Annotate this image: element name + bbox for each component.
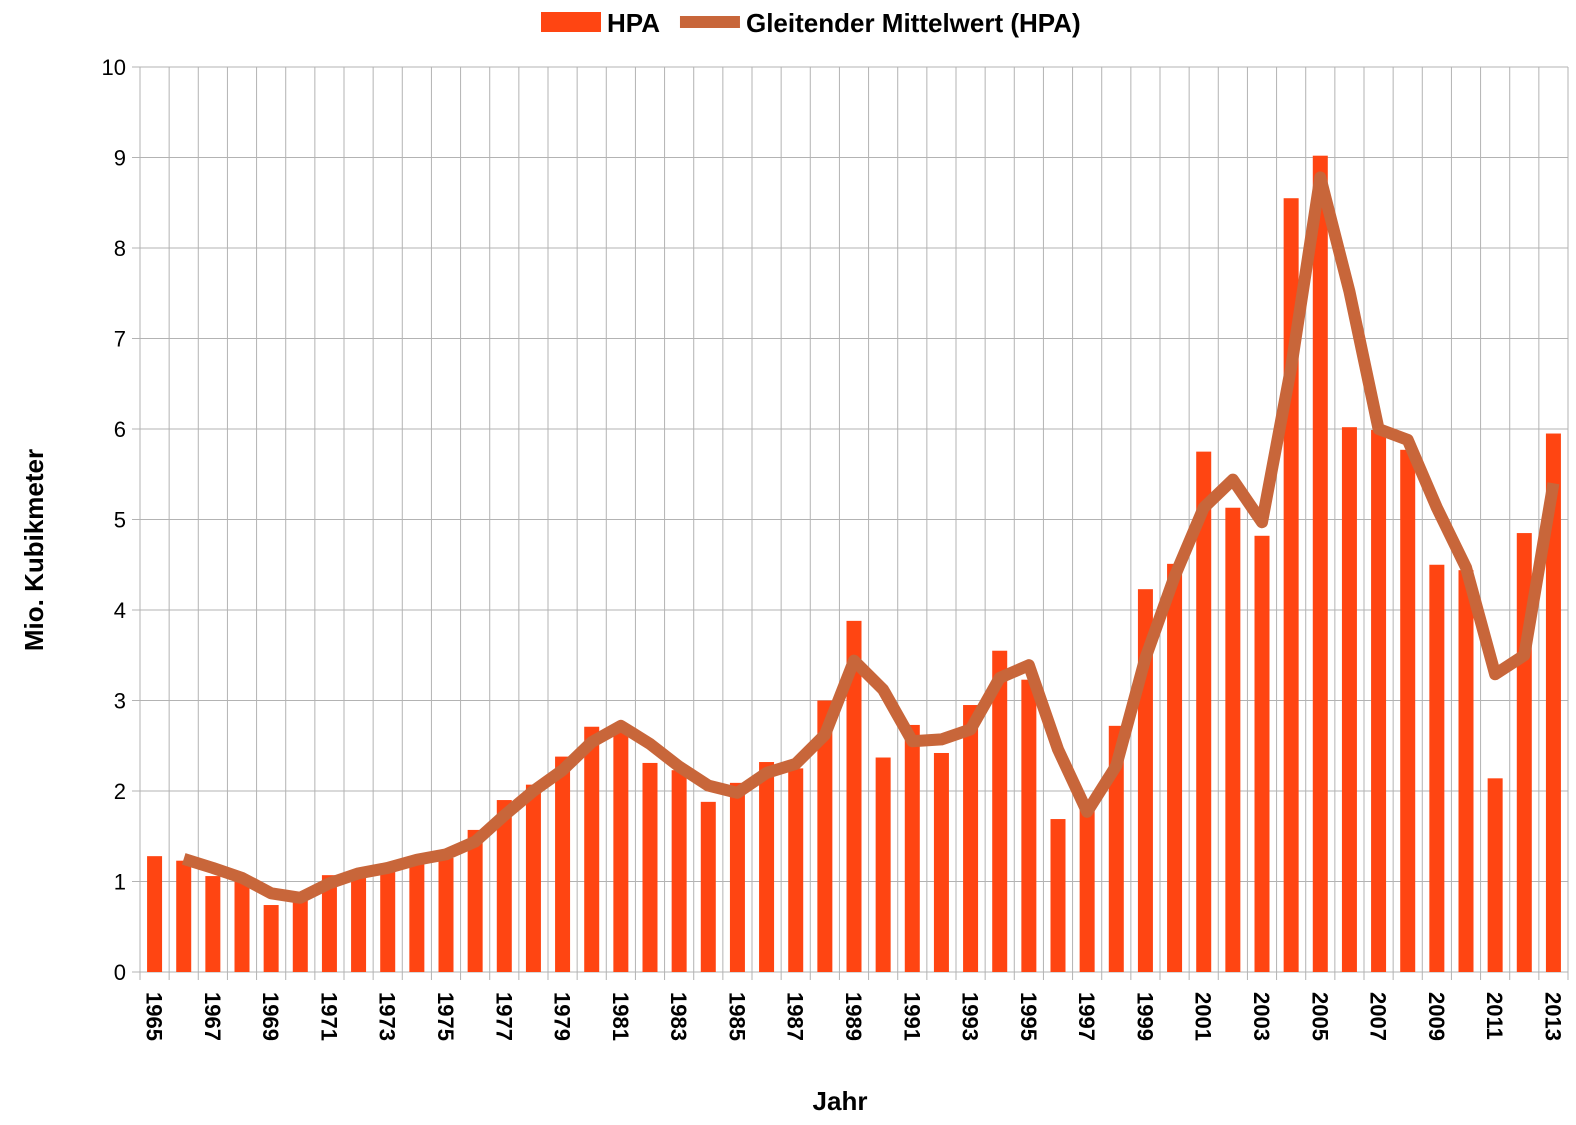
bar — [1312, 155, 1328, 972]
bar — [904, 724, 920, 972]
x-tick-label: 2011 — [1482, 992, 1507, 1040]
x-tick-label: 1993 — [958, 992, 983, 1041]
y-tick-label: 7 — [114, 327, 126, 352]
x-tick-label: 2005 — [1307, 992, 1332, 1041]
bar — [1225, 507, 1241, 972]
bar — [467, 829, 483, 972]
x-tick-label: 1987 — [783, 992, 808, 1041]
bar — [1545, 433, 1561, 972]
x-tick-label: 2001 — [1191, 992, 1216, 1041]
bar — [438, 857, 454, 972]
x-axis-label: Jahr — [813, 1086, 868, 1116]
bar — [1400, 449, 1416, 972]
bar — [992, 650, 1008, 972]
y-tick-label: 0 — [114, 960, 126, 985]
bar — [613, 730, 629, 972]
bar — [1458, 570, 1474, 972]
bar — [555, 756, 571, 972]
bar — [263, 905, 279, 972]
y-tick-label: 2 — [114, 779, 126, 804]
bar — [671, 770, 687, 972]
y-tick-label: 4 — [114, 598, 126, 623]
bar — [351, 872, 367, 972]
bar — [1371, 429, 1387, 972]
bar — [642, 762, 658, 972]
y-tick-label: 9 — [114, 146, 126, 171]
x-tick-label: 1969 — [258, 992, 283, 1041]
x-tick-label: 1981 — [608, 992, 633, 1041]
x-tick-label: 1991 — [899, 992, 924, 1041]
y-tick-label: 10 — [102, 55, 126, 80]
bar — [176, 860, 192, 972]
bar — [1108, 725, 1124, 972]
bar — [1429, 564, 1445, 972]
bar — [788, 768, 804, 972]
x-tick-label: 1999 — [1132, 992, 1157, 1041]
bar — [1079, 804, 1095, 972]
bar — [846, 620, 862, 972]
bar — [817, 700, 833, 972]
x-tick-label: 1975 — [433, 992, 458, 1041]
x-tick-label: 1989 — [841, 992, 866, 1041]
x-tick-label: 1977 — [491, 992, 516, 1041]
y-tick-label: 3 — [114, 689, 126, 714]
bar — [525, 784, 541, 972]
x-tick-label: 1979 — [550, 992, 575, 1041]
bar — [409, 857, 425, 972]
bar — [1341, 427, 1357, 972]
bar — [1196, 451, 1212, 972]
bar — [234, 881, 250, 972]
x-tick-label: 1973 — [375, 992, 400, 1041]
bar — [1021, 679, 1037, 972]
bar — [380, 867, 396, 972]
bar — [147, 856, 163, 972]
y-tick-label: 5 — [114, 508, 126, 533]
legend-swatch — [541, 12, 601, 32]
y-tick-label: 8 — [114, 236, 126, 261]
bar — [584, 726, 600, 972]
bar — [759, 762, 775, 972]
legend-label: HPA — [607, 8, 660, 38]
bar — [875, 757, 891, 972]
x-tick-label: 2009 — [1424, 992, 1449, 1041]
x-tick-label: 1985 — [724, 992, 749, 1041]
y-axis-label: Mio. Kubikmeter — [19, 449, 49, 651]
bar — [1254, 535, 1270, 972]
legend-label: Gleitender Mittelwert (HPA) — [746, 8, 1081, 38]
x-tick-label: 1983 — [666, 992, 691, 1041]
y-tick-label: 1 — [114, 870, 126, 895]
bar — [496, 800, 512, 972]
y-tick-label: 6 — [114, 417, 126, 442]
bar — [205, 876, 221, 972]
bar — [292, 897, 308, 972]
bar — [700, 801, 716, 972]
x-tick-label: 2003 — [1249, 992, 1274, 1041]
x-tick-label: 2013 — [1540, 992, 1565, 1041]
x-tick-label: 2007 — [1366, 992, 1391, 1041]
bar — [1167, 563, 1183, 972]
x-tick-label: 1971 — [316, 992, 341, 1041]
bar — [321, 875, 337, 972]
bar — [933, 752, 949, 972]
x-tick-label: 1967 — [200, 992, 225, 1041]
bar — [1487, 778, 1503, 972]
x-tick-label: 1965 — [142, 992, 167, 1041]
bar — [963, 705, 979, 972]
x-tick-label: 1995 — [1016, 992, 1041, 1041]
x-tick-label: 1997 — [1074, 992, 1099, 1041]
bar — [1050, 819, 1066, 972]
line — [181, 171, 1560, 904]
bar — [729, 782, 745, 972]
